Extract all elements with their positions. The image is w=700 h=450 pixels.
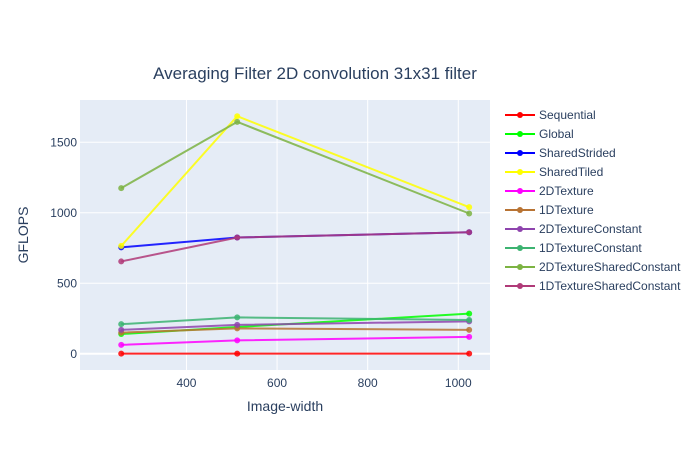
- legend-label: 2DTextureConstant: [539, 222, 642, 236]
- series-1DTextureConstant: [118, 314, 473, 328]
- series-1DTextureSharedConstant: [118, 229, 473, 265]
- data-point: [466, 350, 473, 357]
- legend-label: 2DTextureSharedConstant: [539, 260, 681, 274]
- legend-swatch-marker: [517, 112, 523, 118]
- legend-label: 1DTextureConstant: [539, 241, 642, 255]
- data-point: [466, 204, 473, 211]
- data-point: [234, 118, 241, 125]
- legend-item: 1DTexture: [505, 203, 594, 217]
- legend-item: 2DTexture: [505, 184, 594, 198]
- legend-swatch-marker: [517, 226, 523, 232]
- y-tick-label: 500: [57, 276, 77, 290]
- data-point: [234, 321, 241, 328]
- tick-labels: 400 600 800 1000 0 500 1000 1500: [50, 135, 472, 390]
- legend: Sequential Global SharedStrided SharedTiled…: [505, 108, 681, 293]
- x-tick-label: 400: [176, 376, 196, 390]
- data-point: [118, 321, 125, 328]
- legend-label: 1DTexture: [539, 203, 594, 217]
- legend-swatch-marker: [517, 264, 523, 270]
- series-SharedTiled: [118, 113, 473, 249]
- legend-swatch-marker: [517, 188, 523, 194]
- legend-item: 2DTextureConstant: [505, 222, 642, 236]
- legend-swatch-marker: [517, 150, 523, 156]
- legend-swatch-marker: [517, 131, 523, 137]
- y-tick-label: 0: [70, 347, 77, 361]
- data-point: [234, 113, 241, 120]
- data-point: [466, 210, 473, 217]
- legend-item: SharedStrided: [505, 146, 616, 160]
- data-point: [466, 316, 473, 323]
- data-point: [466, 326, 473, 333]
- data-point: [466, 310, 473, 317]
- data-point: [234, 337, 241, 344]
- legend-swatch-marker: [517, 207, 523, 213]
- x-tick-label: 600: [267, 376, 287, 390]
- legend-item: SharedTiled: [505, 165, 603, 179]
- legend-swatch-marker: [517, 245, 523, 251]
- legend-item: Global: [505, 127, 574, 141]
- legend-swatch-marker: [517, 283, 523, 289]
- data-point: [118, 258, 125, 265]
- legend-swatch-marker: [517, 169, 523, 175]
- x-tick-label: 800: [358, 376, 378, 390]
- y-axis-title: GFLOPS: [15, 207, 31, 264]
- legend-item: 1DTextureConstant: [505, 241, 642, 255]
- legend-item: Sequential: [505, 108, 596, 122]
- legend-label: 2DTexture: [539, 184, 594, 198]
- legend-item: 2DTextureSharedConstant: [505, 260, 681, 274]
- series-2DTextureSharedConstant: [118, 118, 473, 217]
- data-point: [118, 242, 125, 249]
- legend-label: SharedTiled: [539, 165, 603, 179]
- data-point: [118, 341, 125, 348]
- data-point: [466, 333, 473, 340]
- legend-item: 1DTextureSharedConstant: [505, 279, 681, 293]
- series-2DTexture: [118, 333, 473, 348]
- x-axis-title: Image-width: [247, 398, 323, 414]
- legend-label: 1DTextureSharedConstant: [539, 279, 681, 293]
- data-point: [466, 229, 473, 236]
- y-tick-label: 1000: [50, 206, 77, 220]
- data-point: [234, 314, 241, 321]
- data-point: [234, 350, 241, 357]
- legend-label: Global: [539, 127, 574, 141]
- x-tick-label: 1000: [445, 376, 472, 390]
- series-Sequential: [118, 350, 473, 357]
- data-point: [118, 326, 125, 333]
- data-point: [118, 350, 125, 357]
- chart-title: Averaging Filter 2D convolution 31x31 fi…: [153, 64, 477, 83]
- legend-label: SharedStrided: [539, 146, 616, 160]
- legend-label: Sequential: [539, 108, 596, 122]
- y-tick-label: 1500: [50, 135, 77, 149]
- data-point: [118, 185, 125, 192]
- data-point: [234, 234, 241, 241]
- series-layer: [118, 113, 473, 357]
